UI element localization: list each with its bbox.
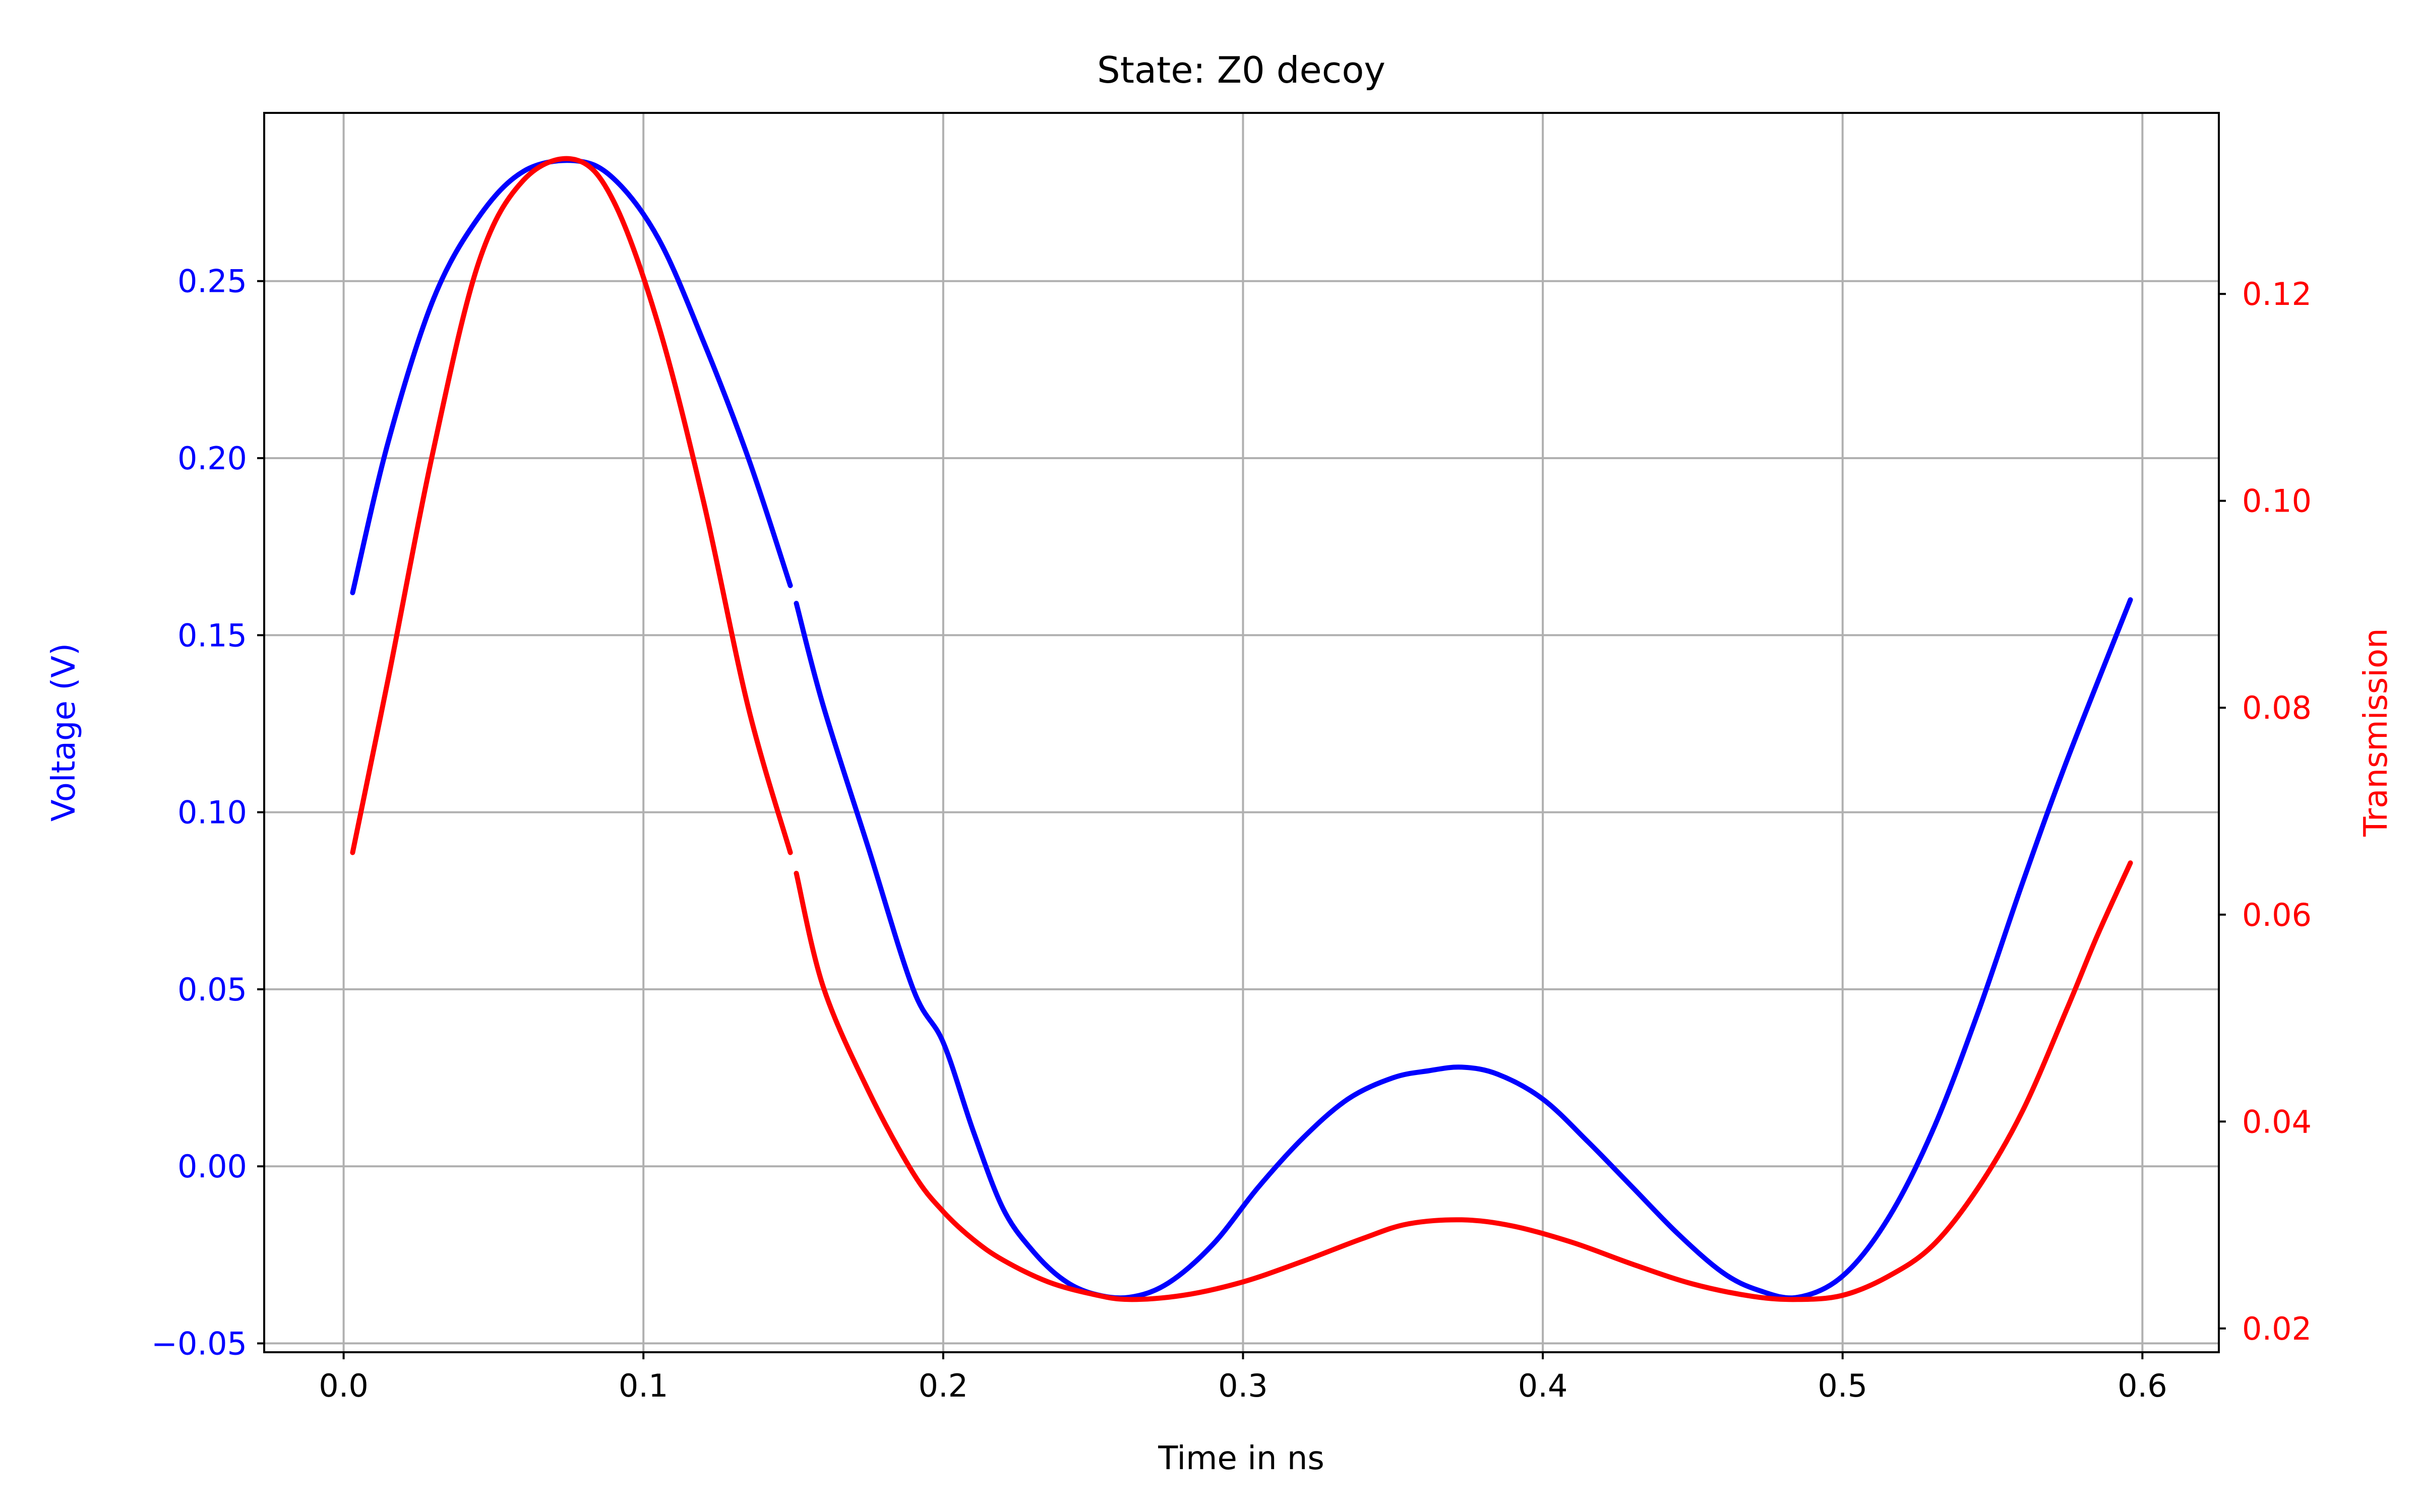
transmission-line <box>350 156 793 855</box>
y-right-tick-label: 0.04 <box>2242 1103 2312 1140</box>
y-left-tick-label: 0.05 <box>177 971 247 1008</box>
plot-frame <box>263 112 2220 1353</box>
x-tick-label: 0.2 <box>919 1367 969 1404</box>
chart-title: State: Z0 decoy <box>1097 49 1385 91</box>
x-tick-label: 0.5 <box>1818 1367 1867 1404</box>
x-tick-label: 0.1 <box>619 1367 669 1404</box>
y-left-tick-label: 0.20 <box>177 440 247 477</box>
y-left-tick-label: −0.05 <box>151 1325 247 1362</box>
y-right-tick-label: 0.06 <box>2242 897 2312 933</box>
x-axis-label: Time in ns <box>1158 1440 1324 1477</box>
y-right-tick-label: 0.12 <box>2242 276 2312 312</box>
ticks: 0.0 0.1 0.2 0.3 0.4 0.5 0.6 −0.05 0.00 0.05 0.10 0.… <box>151 263 2312 1404</box>
y-right-tick-label: 0.08 <box>2242 689 2312 726</box>
voltage-line <box>794 597 2133 1301</box>
y-left-axis-label: Voltage (V) <box>45 643 83 822</box>
y-right-tick-label: 0.10 <box>2242 483 2312 520</box>
y-left-tick-label: 0.10 <box>177 794 247 831</box>
grid <box>264 113 2219 1352</box>
y-left-tick-label: 0.25 <box>177 263 247 300</box>
y-right-tick-label: 0.02 <box>2242 1310 2312 1347</box>
y-left-tick-label: 0.15 <box>177 617 247 654</box>
transmission-line <box>794 860 2133 1302</box>
x-tick-label: 0.4 <box>1518 1367 1568 1404</box>
x-tick-label: 0.6 <box>2118 1367 2167 1404</box>
x-tick-label: 0.0 <box>319 1367 369 1404</box>
x-tick-label: 0.3 <box>1218 1367 1268 1404</box>
y-left-tick-label: 0.00 <box>177 1148 247 1185</box>
series-lines <box>350 156 2133 1302</box>
y-right-axis-label: Transmission <box>2357 628 2395 837</box>
